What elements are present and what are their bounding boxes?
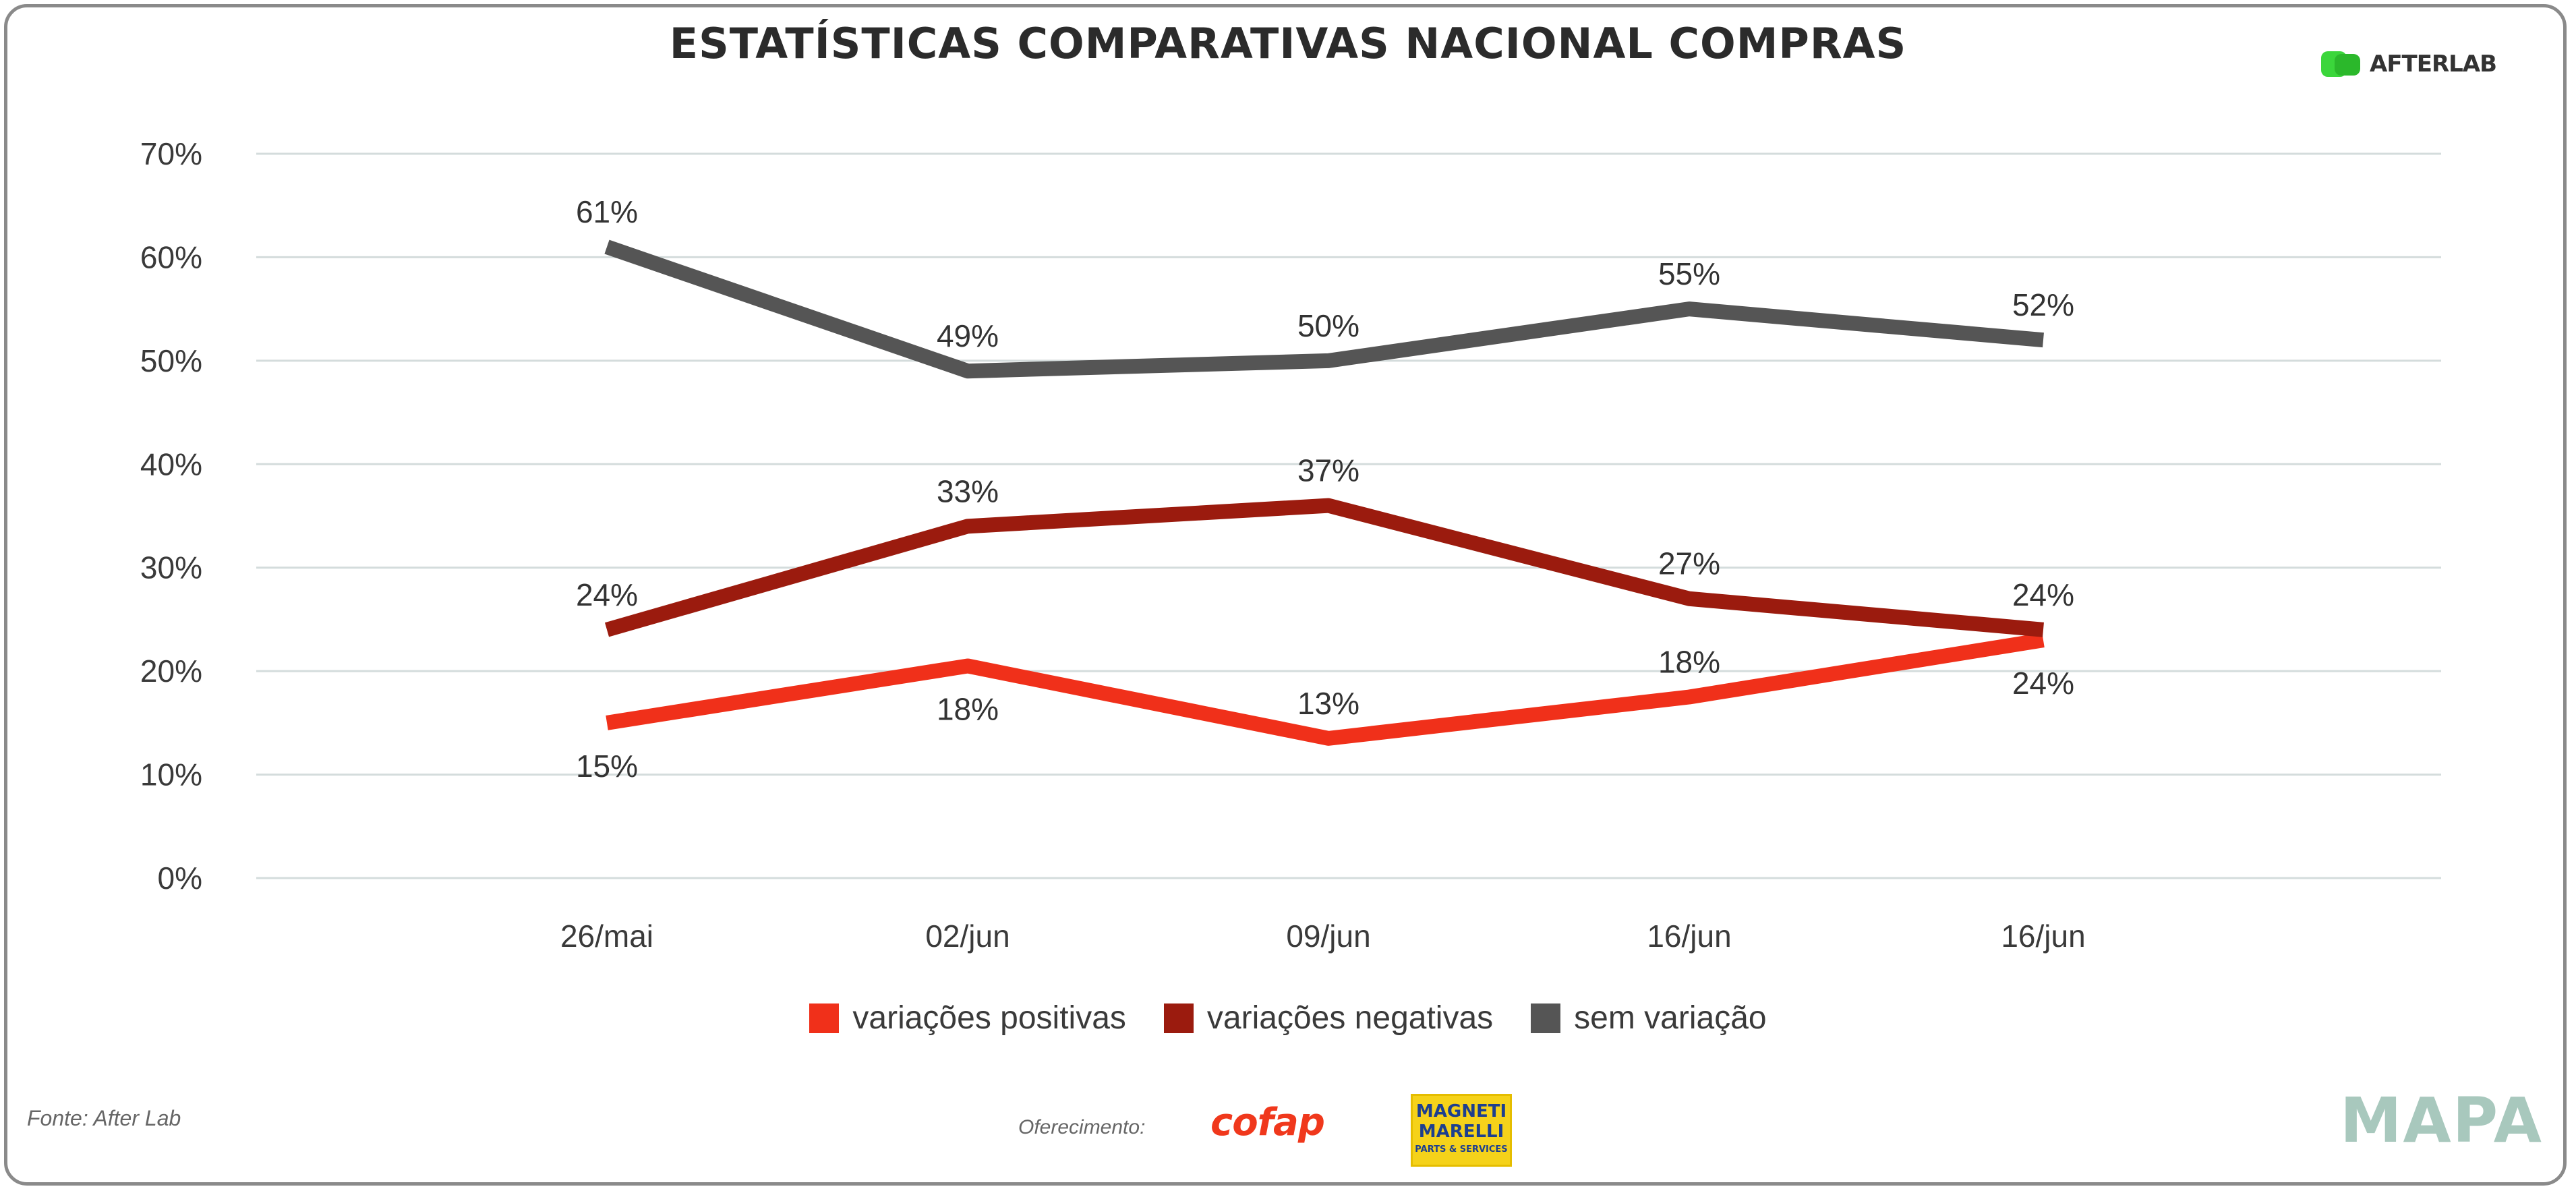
legend-label: sem variação <box>1574 1000 1767 1036</box>
y-tick-label: 60% <box>140 239 202 274</box>
y-tick-label: 20% <box>140 653 202 689</box>
data-label: 18% <box>1658 645 1720 680</box>
y-axis-ticks: 70% 60% 50% 40% 30% 20% 10% 0% <box>140 136 202 896</box>
y-tick-label: 10% <box>140 757 202 792</box>
data-label: 27% <box>1658 546 1720 581</box>
afterlab-wordmark: AFTERLAB <box>2370 51 2497 78</box>
legend-label: variações negativas <box>1206 1000 1494 1036</box>
magneti-line1: MAGNETI <box>1415 1101 1507 1122</box>
data-label: 37% <box>1297 453 1359 488</box>
y-tick-label: 40% <box>140 446 202 482</box>
x-tick-label: 26/mai <box>560 919 653 954</box>
data-label: 13% <box>1297 686 1359 721</box>
data-label: 50% <box>1297 308 1359 343</box>
legend-swatch <box>809 1003 840 1033</box>
x-tick-label: 16/jun <box>2001 919 2085 954</box>
legend-item: variações positivas <box>809 999 1126 1037</box>
data-label: 61% <box>576 194 638 229</box>
legend-swatch <box>1163 1003 1194 1033</box>
x-axis-ticks: 26/mai 02/jun 09/jun 16/jun 16/jun <box>560 919 2086 954</box>
magneti-sub: PARTS & SERVICES <box>1415 1144 1508 1155</box>
data-label: 33% <box>937 473 999 508</box>
x-tick-label: 16/jun <box>1647 919 1731 954</box>
chart-card <box>4 4 2567 1186</box>
data-label: 52% <box>2012 287 2074 322</box>
data-label: 18% <box>937 691 999 726</box>
y-tick-label: 0% <box>158 861 202 896</box>
sponsor-label: Oferecimento: <box>1018 1116 1146 1138</box>
series-line-positive <box>606 633 2045 746</box>
magneti-line2: MARELLI <box>1418 1122 1504 1142</box>
legend-label: variações positivas <box>852 1000 1126 1036</box>
x-tick-label: 02/jun <box>925 919 1009 954</box>
afterlab-logo: AFTERLAB <box>2320 47 2497 81</box>
data-label: 24% <box>2012 577 2074 612</box>
afterlab-mark-icon <box>2321 51 2360 77</box>
legend-swatch <box>1531 1003 1561 1033</box>
series-line-neutral <box>604 239 2044 379</box>
chart-title: ESTATÍSTICAS COMPARATIVAS NACIONAL COMPR… <box>669 19 1907 68</box>
series-line-negative <box>604 498 2044 637</box>
data-labels: 15% 18% 13% 18% 24% 24% 33% 37% 27% 24% 61% 49% 50% 5… <box>576 194 2074 784</box>
data-label: 15% <box>576 749 638 784</box>
source-note: Fonte: After Lab <box>27 1106 181 1130</box>
legend: variações positivas variações negativas se… <box>0 999 2576 1037</box>
y-tick-label: 70% <box>140 136 202 171</box>
data-label: 24% <box>2012 666 2074 701</box>
cofap-logo: cofap <box>1210 1101 1325 1144</box>
magneti-marelli-logo: MAGNETI MARELLI PARTS & SERVICES <box>1411 1094 1512 1167</box>
y-tick-label: 30% <box>140 550 202 585</box>
x-tick-label: 09/jun <box>1286 919 1370 954</box>
legend-item: variações negativas <box>1163 999 1494 1037</box>
line-chart: 70% 60% 50% 40% 30% 20% 10% 0% 26/mai 02/jun 09/j… <box>140 136 2441 954</box>
series-lines <box>604 239 2045 746</box>
y-tick-label: 50% <box>140 343 202 378</box>
data-label: 55% <box>1658 256 1720 291</box>
legend-item: sem variação <box>1531 999 1767 1037</box>
data-label: 24% <box>576 577 638 612</box>
data-label: 49% <box>937 318 999 353</box>
mapa-logo: MAPA <box>2340 1084 2543 1157</box>
